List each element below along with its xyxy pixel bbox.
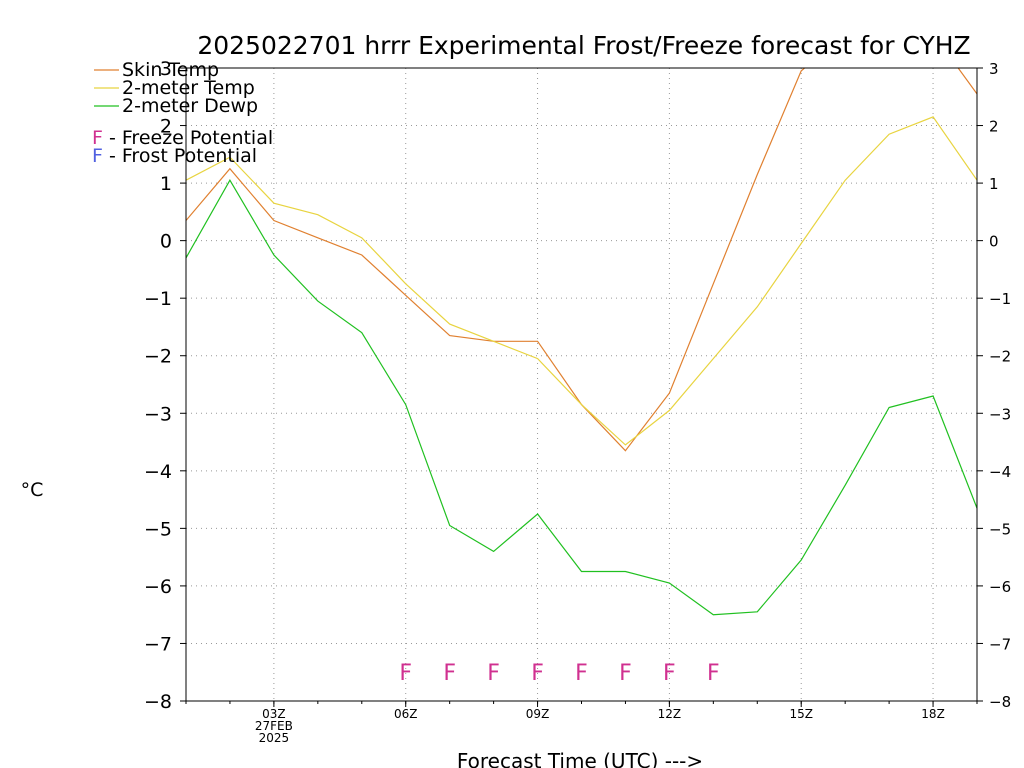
freeze-potential-mark: F [531, 661, 544, 686]
y-tick-label-right: 1 [989, 175, 999, 193]
legend-label: Skin Temp [122, 59, 219, 81]
freeze-potential-mark: F [487, 661, 500, 686]
y-tick-label-right: −8 [989, 693, 1011, 711]
freeze-potential-mark: F [619, 661, 632, 686]
y-tick-label-right: 0 [989, 233, 999, 251]
y-tick-label-left: −7 [144, 633, 172, 655]
y-tick-label-left: −1 [144, 288, 172, 310]
x-tick-label: 03Z [262, 707, 286, 721]
y-axis-unit: °C [21, 479, 44, 501]
y-tick-label-right: −6 [989, 578, 1011, 596]
y-tick-label-left: −3 [144, 403, 172, 425]
y-tick-label-left: 2 [160, 116, 172, 138]
y-tick-label-right: −7 [989, 635, 1011, 653]
x-tick-label: 27FEB [255, 719, 293, 733]
plot-lines [186, 68, 977, 616]
x-tick-label: 2025 [259, 731, 290, 745]
freeze-potential-mark: F [399, 661, 412, 686]
grid [186, 68, 977, 701]
y-tick-label-right: −4 [989, 463, 1011, 481]
freeze-potential-mark: F [443, 661, 456, 686]
x-tick-label: 09Z [526, 707, 550, 721]
x-tick-label: 18Z [921, 707, 945, 721]
y-tick-label-right: 3 [989, 60, 999, 78]
legend-potential-label: F - Frost Potential [92, 145, 257, 167]
y-tick-label-right: −1 [989, 290, 1011, 308]
legend-label: 2-meter Dewp [122, 95, 258, 117]
x-tick-label: 12Z [658, 707, 682, 721]
freeze-potential-mark: F [707, 661, 720, 686]
chart-title: 2025022701 hrrr Experimental Frost/Freez… [197, 31, 970, 60]
y-tick-label-left: −4 [144, 461, 172, 483]
axes: −8 −8 −7 −7 −6 −6 −5 −5 −4 −4 −3 −3 −2 −2 −1 −1 0 0 1 1 2 2 3 3… [144, 58, 1011, 745]
y-tick-label-left: 0 [160, 231, 172, 253]
legend-potential-label: F - Freeze Potential [92, 127, 273, 149]
legend-potential-text: - Frost Potential [103, 145, 257, 167]
y-tick-label-left: 3 [160, 58, 172, 80]
y-tick-label-right: −2 [989, 348, 1011, 366]
y-tick-label-left: −2 [144, 346, 172, 368]
legend-label: 2-meter Temp [122, 77, 255, 99]
freeze-potential-mark: F [575, 661, 588, 686]
y-tick-label-left: −5 [144, 518, 172, 540]
legend-potential-letter: F [92, 145, 103, 167]
y-tick-label-right: −3 [989, 405, 1011, 423]
y-tick-label-left: −6 [144, 576, 172, 598]
x-tick-label: 06Z [394, 707, 418, 721]
x-axis-label: Forecast Time (UTC) ---> [457, 749, 703, 768]
legend-potential-letter: F [92, 127, 103, 149]
series-line-2-meter-temp [186, 116, 977, 446]
series-line-2-meter-dewp [186, 178, 977, 616]
y-tick-label-right: −5 [989, 520, 1011, 538]
x-tick-label: 15Z [789, 707, 813, 721]
y-tick-label-left: −8 [144, 691, 172, 713]
legend-potential-text: - Freeze Potential [103, 127, 273, 149]
y-tick-label-right: 2 [989, 118, 999, 136]
series-line-skin-temp [186, 68, 977, 452]
plot-frame [185, 67, 978, 702]
freeze-potential-mark: F [663, 661, 676, 686]
y-tick-label-left: 1 [160, 173, 172, 195]
